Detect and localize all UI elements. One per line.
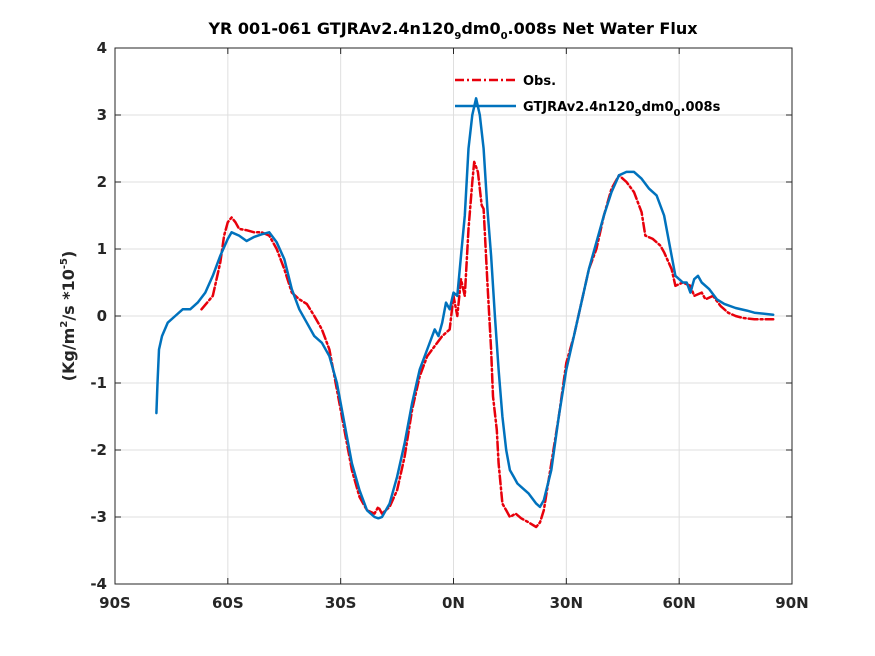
text-part: GTJRAv2.4n120 xyxy=(523,100,635,115)
y-tick-label: -3 xyxy=(90,508,107,526)
text-part: 9 xyxy=(635,108,642,119)
x-tick-label: 90N xyxy=(775,594,808,612)
y-tick-label: -1 xyxy=(90,374,107,392)
text-part: .008s Net Water Flux xyxy=(508,19,699,38)
x-tick-label: 30S xyxy=(325,594,357,612)
x-tick-label: 30N xyxy=(550,594,583,612)
x-tick-label: 60N xyxy=(662,594,695,612)
text-part: -5 xyxy=(59,258,70,269)
chart-title: YR 001-061 GTJRAv2.4n1209dm00.008s Net W… xyxy=(207,19,698,42)
text-part: /s *10 xyxy=(59,269,78,321)
text-part: dm0 xyxy=(642,100,674,115)
text-part: dm0 xyxy=(461,19,500,38)
text-part: (Kg/m xyxy=(59,328,78,382)
series-line-obs xyxy=(200,160,775,529)
series-line-model xyxy=(155,97,775,520)
x-tick-label: 0N xyxy=(442,594,465,612)
grid xyxy=(115,48,792,584)
x-tick-label: 60S xyxy=(212,594,244,612)
y-tick-label: 3 xyxy=(97,106,107,124)
y-tick-label: 2 xyxy=(97,173,107,191)
text-part: 9 xyxy=(454,31,461,42)
legend-entry-label: GTJRAv2.4n1209dm00.008s xyxy=(523,100,721,119)
y-tick-label: 0 xyxy=(97,307,107,325)
y-tick-label: -4 xyxy=(90,575,107,593)
y-tick-label: 4 xyxy=(97,39,107,57)
axis-ticks: 90S 60S 30S 0N 30N 60N 90N -4 -3 -2 -1 0 1 2 3 4 xyxy=(90,39,808,612)
text-part: 0 xyxy=(674,108,681,119)
legend-entry-label: Obs. xyxy=(523,74,556,89)
y-tick-label: -2 xyxy=(90,441,107,459)
text-part: Obs. xyxy=(523,74,556,89)
text-part: 0 xyxy=(501,31,508,42)
text-part: ) xyxy=(59,251,78,258)
text-part: YR 001-061 GTJRAv2.4n120 xyxy=(207,19,454,38)
series-layer xyxy=(155,97,775,529)
text-part: .008s xyxy=(681,100,721,115)
text-part: 2 xyxy=(59,321,70,328)
y-axis-label: (Kg/m2/s *10-5) xyxy=(59,251,78,382)
x-tick-label: 90S xyxy=(99,594,131,612)
y-tick-label: 1 xyxy=(97,240,107,258)
legend: Obs. GTJRAv2.4n1209dm00.008s xyxy=(455,74,721,119)
